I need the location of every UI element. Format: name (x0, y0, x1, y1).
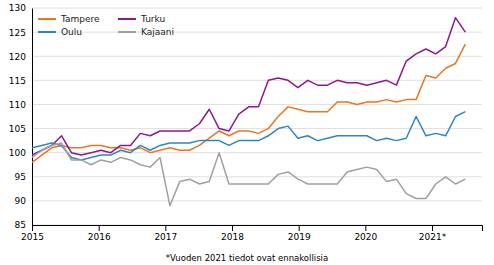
tick: 115 (9, 76, 32, 86)
tick: 125 (9, 27, 32, 37)
tick: 85 (15, 220, 32, 230)
tick-label: 90 (15, 196, 27, 206)
tick-label: 130 (9, 3, 26, 13)
tick: 90 (15, 196, 32, 206)
tick: 105 (9, 124, 32, 134)
tick-label: 2016 (88, 232, 111, 242)
tick: 2018 (221, 225, 244, 242)
tick: 2021* (419, 225, 447, 242)
tick: 2017 (154, 225, 177, 242)
tick: 2020 (354, 225, 377, 242)
legend-swatch (118, 18, 136, 20)
legend-label: Turku (140, 14, 165, 24)
tick-label: 125 (9, 27, 26, 37)
tick-label: 2021* (419, 232, 447, 242)
tick: 130 (9, 3, 32, 13)
tick-label: 85 (15, 220, 26, 230)
tick: 2019 (288, 225, 311, 242)
legend-item: Tampere (38, 14, 100, 24)
tick: 110 (9, 100, 32, 110)
x-axis: 2015 2016 2017 2018 2019 2020 2021* (21, 225, 482, 242)
legend-swatch (118, 31, 136, 33)
lines (32, 18, 465, 206)
grid-line (32, 176, 482, 177)
tick-mark (365, 225, 366, 231)
series-line (32, 18, 465, 155)
axis-line (33, 226, 483, 232)
tick-label: 115 (9, 76, 26, 86)
tick: 2016 (88, 225, 111, 242)
grid-line (32, 128, 482, 129)
grid-line (32, 8, 482, 9)
series-line (32, 44, 465, 162)
legend-label: Oulu (61, 27, 82, 37)
tick: 95 (15, 172, 32, 182)
axis-line (32, 9, 33, 226)
tick-label: 95 (15, 172, 26, 182)
legend: Tampere Turku Oulu Kajaani (38, 14, 174, 37)
plot: 2015 2016 2017 2018 2019 2020 2021* 85 90 95 100 10… (9, 3, 483, 242)
tick-mark (165, 225, 166, 231)
tick-label: 2018 (221, 232, 244, 242)
tick-label: 105 (9, 124, 26, 134)
legend-swatch (38, 18, 56, 20)
tick-label: 2019 (288, 232, 311, 242)
tick-mark (299, 225, 300, 231)
legend-item: Kajaani (118, 27, 174, 37)
series-line (32, 143, 465, 206)
tick-label: 2015 (21, 232, 44, 242)
tick-label: 100 (9, 148, 26, 158)
tick-mark (32, 225, 33, 231)
grid-line (32, 104, 482, 105)
legend-label: Tampere (60, 14, 100, 24)
grid-line (32, 32, 482, 33)
legend-label: Kajaani (141, 27, 174, 37)
legend-item: Oulu (38, 27, 82, 37)
tick-label: 2020 (354, 232, 377, 242)
y-axis: 85 90 95 100 105 110 115 120 125 130 (9, 3, 33, 230)
tick-label: 2017 (154, 232, 177, 242)
grid-line (32, 152, 482, 153)
chart: 2015 2016 2017 2018 2019 2020 2021* 85 90 95 100 10… (0, 0, 494, 265)
legend-item: Turku (118, 14, 165, 24)
grid (32, 8, 482, 225)
tick-mark (432, 225, 433, 231)
tick: 100 (9, 148, 32, 158)
tick-label: 110 (9, 100, 26, 110)
tick-mark (232, 225, 233, 231)
footnote: *Vuoden 2021 tiedot ovat ennakollisia (166, 253, 328, 263)
tick-mark (99, 225, 100, 231)
tick: 120 (9, 52, 32, 62)
legend-swatch (38, 31, 56, 33)
grid-line (32, 200, 482, 201)
grid-line (32, 80, 482, 81)
tick-label: 120 (9, 52, 26, 62)
series-line (32, 112, 465, 160)
